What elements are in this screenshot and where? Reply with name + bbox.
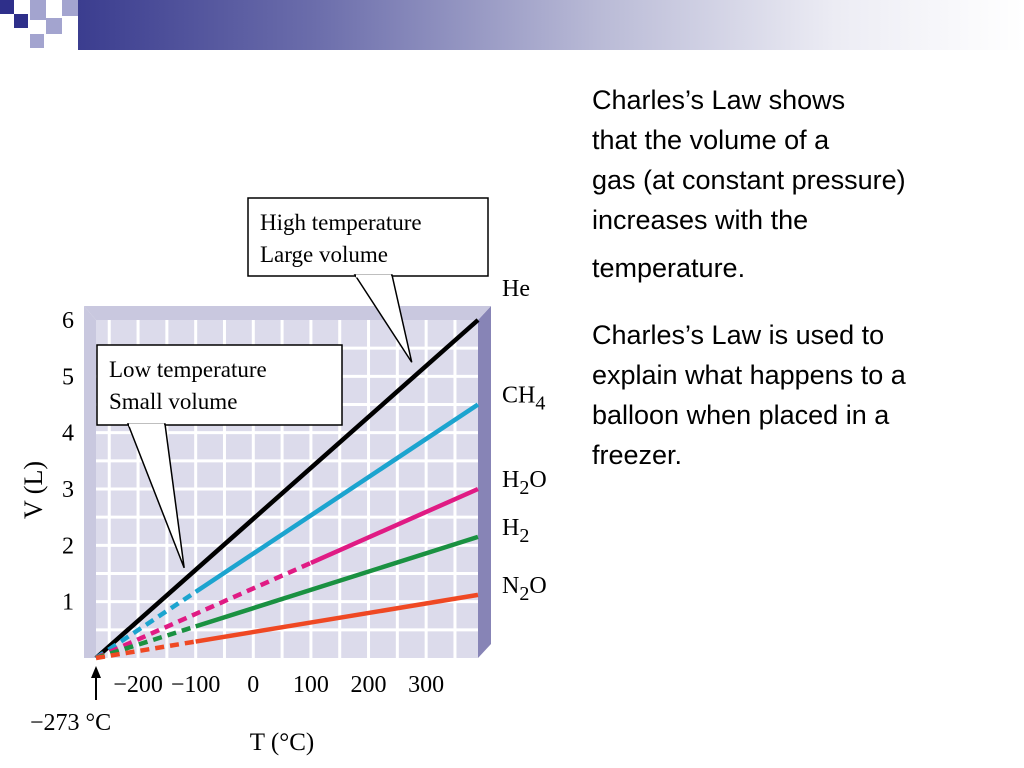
header-square-6 xyxy=(30,34,44,48)
series-label-H2O: H2O xyxy=(502,467,547,499)
series-extrapolation-H2O xyxy=(95,560,312,661)
paragraph-1-line: that the volume of a xyxy=(592,125,830,155)
y-tick-label: 4 xyxy=(62,421,74,447)
y-tick-label: 5 xyxy=(62,364,74,390)
origin-arrow-head xyxy=(91,666,101,678)
header-square-2 xyxy=(14,14,28,28)
panel-left xyxy=(84,306,96,658)
callout-text-high: Large volume xyxy=(260,242,388,267)
series-line-H2O xyxy=(310,486,479,565)
x-tick-label: −100 xyxy=(171,672,221,698)
y-tick-label: 6 xyxy=(62,308,74,334)
callout-text-low: Small volume xyxy=(109,389,237,414)
x-tick-label: 100 xyxy=(293,672,329,698)
series-line-CH4 xyxy=(194,402,480,594)
paragraph-1-line: gas (at constant pressure) xyxy=(592,165,906,195)
slide-text: Charles’s Law shows that the volume of a… xyxy=(592,80,1012,475)
series-extrapolation-H2 xyxy=(95,624,197,661)
paragraph-1: Charles’s Law shows that the volume of a… xyxy=(592,80,1012,288)
callout-box-low xyxy=(96,344,343,426)
x-origin-label: −273 °C xyxy=(30,710,111,736)
x-tick-label: 200 xyxy=(351,672,387,698)
x-tick-label: 300 xyxy=(408,672,444,698)
y-tick-label: 3 xyxy=(62,477,74,503)
paragraph-2: Charles’s Law is used to explain what ha… xyxy=(592,315,1012,475)
series-extrapolation-CH4 xyxy=(94,589,197,660)
paragraph-1-line: increases with the xyxy=(592,205,809,235)
paragraph-1-line: Charles’s Law shows xyxy=(592,85,846,115)
x-axis-label: T (°C) xyxy=(250,729,314,756)
y-axis-label: V (L) xyxy=(19,461,48,519)
callout-text-low: Low temperature xyxy=(109,357,267,382)
y-tick-label: 1 xyxy=(62,590,74,616)
paragraph-2-line: balloon when placed in a xyxy=(592,400,890,430)
callout-box-high xyxy=(247,197,489,277)
paragraph-2-line: explain what happens to a xyxy=(592,360,906,390)
panel-top xyxy=(84,306,491,320)
series-line-N2O xyxy=(195,592,479,644)
callout-text-high: High temperature xyxy=(260,210,422,235)
series-label-N2O: N2O xyxy=(502,573,547,605)
panel-side xyxy=(478,306,491,658)
series-label-He: He xyxy=(502,276,530,302)
series-label-CH4: CH4 xyxy=(502,383,545,415)
y-tick-label: 2 xyxy=(62,533,74,559)
paragraph-2-line: freezer. xyxy=(592,440,683,470)
header-square-1 xyxy=(0,0,14,14)
slide-header-bar xyxy=(0,0,1024,50)
paragraph-1-line: temperature. xyxy=(592,253,746,283)
series-line-He xyxy=(94,318,480,660)
x-tick-label: −200 xyxy=(113,672,163,698)
header-gradient xyxy=(78,0,1024,50)
paragraph-2-line: Charles’s Law is used to xyxy=(592,320,885,350)
series-label-H2: H2 xyxy=(502,515,529,547)
header-square-5 xyxy=(62,0,78,16)
series-line-H2 xyxy=(194,534,479,629)
series-extrapolation-N2O xyxy=(95,639,197,661)
x-tick-label: 0 xyxy=(247,672,259,698)
charles-law-chart: He CH4 H2O H2 N2O 1 2 3 4 5 6 −200 −100 0 100 200 300 −27… xyxy=(19,197,547,756)
header-square-4 xyxy=(46,18,62,34)
header-square-3 xyxy=(30,0,46,20)
